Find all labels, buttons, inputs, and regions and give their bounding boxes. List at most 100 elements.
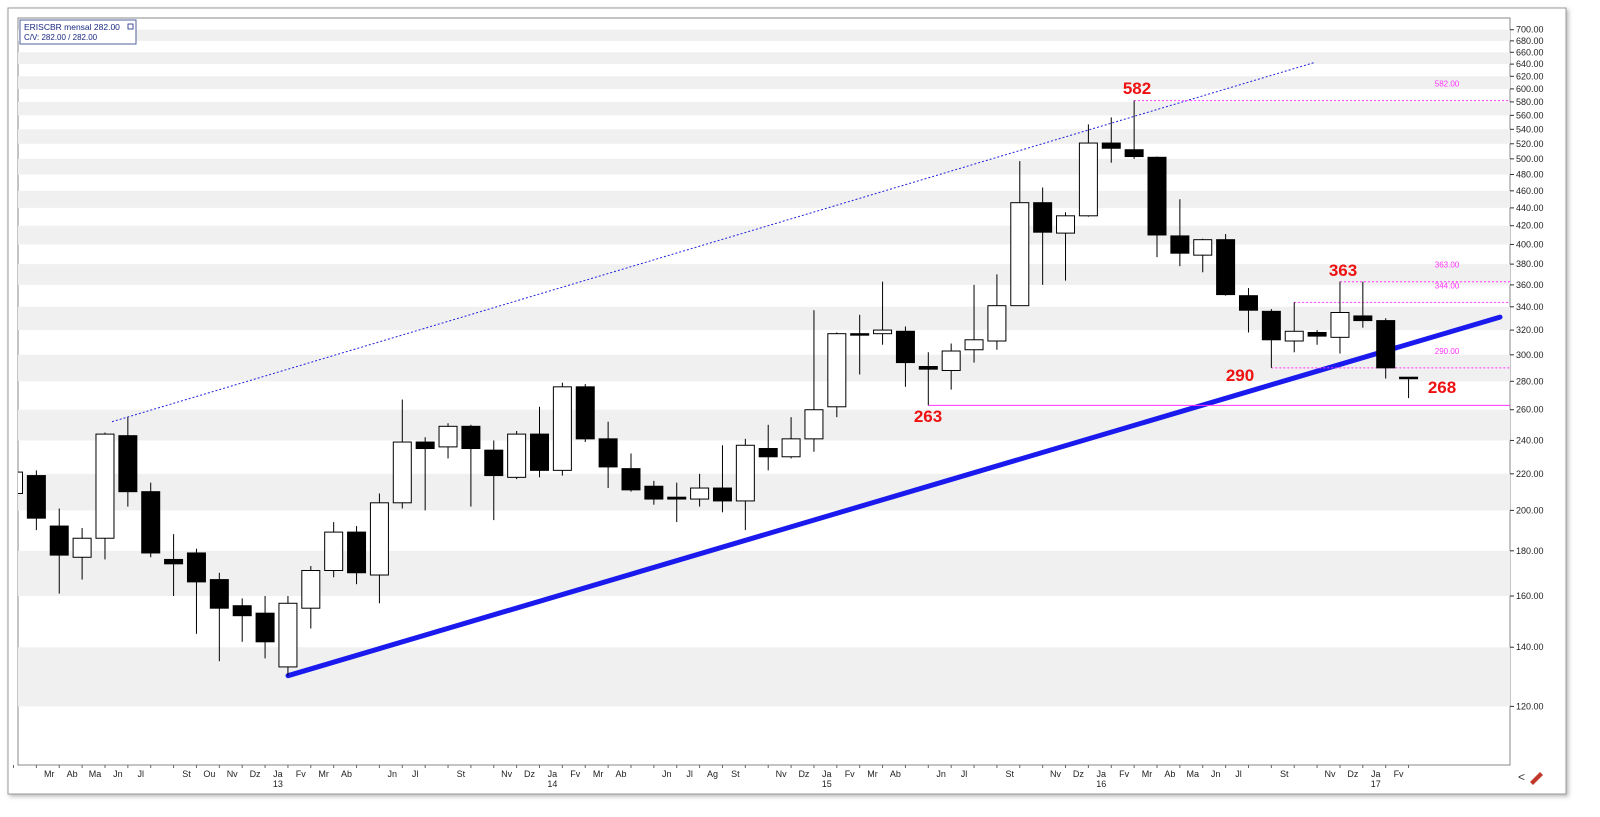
x-tick-label: Dz xyxy=(524,769,535,779)
candle-body xyxy=(26,475,46,519)
candle-body xyxy=(141,491,161,554)
y-tick-label: 140.00 xyxy=(1516,642,1544,652)
x-tick-label: Ma xyxy=(89,769,102,779)
ref-line-label: 582.00 xyxy=(1435,80,1460,89)
x-year-label: 16 xyxy=(1096,779,1106,789)
candle-body xyxy=(621,468,641,491)
x-tick-label: Fv xyxy=(845,769,855,779)
x-tick-label: Nv xyxy=(1050,769,1061,779)
legend-subtitle: C/V: 282.00 / 282.00 xyxy=(24,33,98,42)
candle-body xyxy=(1101,142,1121,149)
y-tick-label: 440.00 xyxy=(1516,203,1544,213)
x-tick-label: Ja xyxy=(1371,769,1381,779)
x-tick-label: Dz xyxy=(798,769,809,779)
candle-body xyxy=(895,330,915,364)
x-tick-label: Ja xyxy=(1097,769,1107,779)
x-tick-label: Fv xyxy=(570,769,580,779)
legend-box xyxy=(19,19,137,45)
candle-body xyxy=(1056,215,1076,234)
candle-body xyxy=(1193,239,1213,256)
y-tick-label: 660.00 xyxy=(1516,47,1544,57)
y-tick-label: 400.00 xyxy=(1516,239,1544,249)
x-tick-label: Nv xyxy=(501,769,512,779)
candle-body xyxy=(873,329,893,335)
candle-body xyxy=(1124,149,1144,158)
candle-body xyxy=(552,386,572,471)
x-tick-label: Ab xyxy=(890,769,901,779)
x-tick-label: Jn xyxy=(113,769,123,779)
candle-body xyxy=(1330,311,1350,338)
annotation: 582 xyxy=(1123,79,1151,98)
y-tick-label: 580.00 xyxy=(1516,97,1544,107)
x-tick-label: Ag xyxy=(707,769,718,779)
candle-body xyxy=(827,333,847,408)
grid-band xyxy=(18,101,1510,116)
x-tick-label: Ja xyxy=(548,769,558,779)
candle-body xyxy=(484,449,504,477)
x-tick-label: Jn xyxy=(936,769,946,779)
candle-body xyxy=(1284,330,1304,342)
annotation: 268 xyxy=(1428,378,1456,397)
y-tick-label: 200.00 xyxy=(1516,505,1544,515)
grid-band xyxy=(18,550,1510,597)
candle-body xyxy=(941,350,961,371)
x-tick-label: Jl xyxy=(137,769,144,779)
y-tick-label: 620.00 xyxy=(1516,71,1544,81)
candle-body xyxy=(164,558,184,565)
x-tick-label: Ab xyxy=(67,769,78,779)
x-tick-label: Mr xyxy=(1142,769,1153,779)
grid-band xyxy=(18,473,1510,511)
grid-band xyxy=(18,76,1510,89)
candle-body xyxy=(712,487,732,502)
trend-line xyxy=(285,314,1503,679)
x-year-label: 15 xyxy=(822,779,832,789)
candle-body xyxy=(1010,202,1030,307)
y-tick-label: 180.00 xyxy=(1516,546,1544,556)
scroll-icon[interactable]: < xyxy=(1518,770,1525,784)
candle-body xyxy=(1307,331,1327,337)
y-tick-label: 260.00 xyxy=(1516,405,1544,415)
x-tick-label: Mr xyxy=(318,769,329,779)
grid-band xyxy=(18,306,1510,331)
candle-body xyxy=(72,537,92,558)
candle-body xyxy=(918,366,938,370)
y-tick-label: 680.00 xyxy=(1516,36,1544,46)
y-tick-label: 640.00 xyxy=(1516,59,1544,69)
x-tick-label: St xyxy=(1006,769,1015,779)
y-tick-label: 500.00 xyxy=(1516,154,1544,164)
x-year-label: 14 xyxy=(547,779,557,789)
grid-band xyxy=(18,647,1510,707)
y-tick-label: 600.00 xyxy=(1516,84,1544,94)
candle-body xyxy=(735,444,755,502)
annotation: 290 xyxy=(1226,366,1254,385)
grid-band xyxy=(18,158,1510,175)
candle-body xyxy=(232,605,252,617)
legend-title: ERISCBR mensal 282.00 xyxy=(24,22,120,32)
candle-body xyxy=(209,579,229,609)
candle-body xyxy=(347,531,367,574)
grid-band xyxy=(18,29,1510,41)
candle-body xyxy=(690,487,710,500)
x-tick-label: Jl xyxy=(686,769,693,779)
ref-line-label: 344.00 xyxy=(1435,281,1460,290)
ref-line-label: 363.00 xyxy=(1435,261,1460,270)
candle-body xyxy=(530,433,550,471)
candle-body xyxy=(804,409,824,440)
candle-body xyxy=(49,525,69,556)
x-tick-label: Fv xyxy=(1119,769,1129,779)
x-year-label: 13 xyxy=(273,779,283,789)
pencil-icon[interactable] xyxy=(1530,772,1543,785)
x-tick-label: Jn xyxy=(388,769,398,779)
candle-body xyxy=(644,485,664,500)
y-tick-label: 480.00 xyxy=(1516,170,1544,180)
grid-band xyxy=(18,190,1510,208)
trend-line xyxy=(111,61,1316,423)
y-tick-label: 120.00 xyxy=(1516,701,1544,711)
x-tick-label: Jl xyxy=(961,769,968,779)
x-tick-label: Ab xyxy=(1164,769,1175,779)
candle-body xyxy=(1376,320,1396,369)
x-tick-label: Ja xyxy=(822,769,832,779)
y-tick-label: 460.00 xyxy=(1516,186,1544,196)
